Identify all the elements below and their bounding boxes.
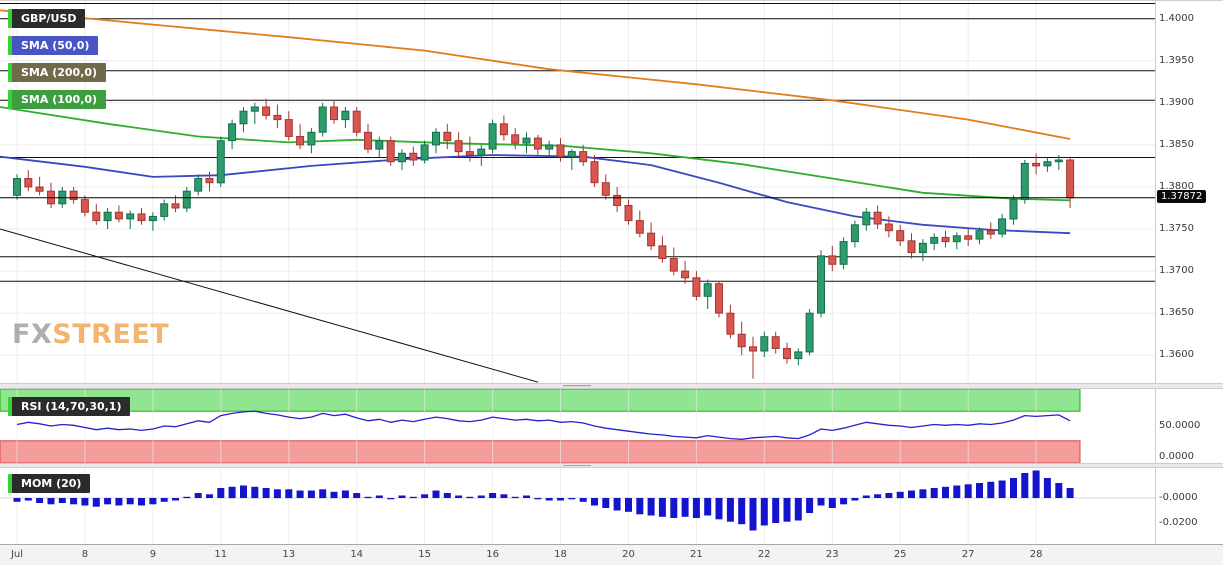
time-tick: 23	[825, 549, 839, 560]
time-tick: Jul	[10, 549, 24, 560]
momentum-plot-area[interactable]: MOM (20)	[0, 468, 1155, 544]
price-tick: 1.3900	[1159, 96, 1194, 108]
legend-mom-label: MOM (20)	[21, 477, 82, 490]
time-tick: 28	[1029, 549, 1043, 560]
main-plot-area[interactable]: GBP/USD SMA (50,0) SMA (200,0) SMA (100,…	[0, 1, 1155, 383]
divider-grip-icon[interactable]	[563, 385, 591, 387]
legend-sma200-label: SMA (200,0)	[21, 66, 98, 79]
time-tick: 27	[961, 549, 975, 560]
price-tick: 1.3750	[1159, 223, 1194, 235]
time-tick: 22	[757, 549, 771, 560]
legend-rsi-label: RSI (14,70,30,1)	[21, 400, 122, 413]
price-tick: 1.3950	[1159, 54, 1194, 66]
price-tick: 1.3700	[1159, 265, 1194, 277]
rsi-tick: 0.0000	[1159, 451, 1194, 462]
legend-sma50[interactable]: SMA (50,0)	[8, 36, 99, 55]
time-tick: 8	[81, 549, 89, 560]
watermark-street: STREET	[52, 319, 170, 350]
time-tick: 15	[418, 549, 431, 560]
time-tick: 9	[149, 549, 157, 560]
last-price-label: 1.37872	[1157, 189, 1207, 203]
panel-divider-rsi-mom[interactable]	[0, 463, 1223, 468]
momentum-panel: MOM (20) -0.0000 -0.0200	[0, 468, 1223, 544]
rsi-plot-area[interactable]: RSI (14,70,30,1)	[0, 389, 1155, 463]
price-tick: 1.3650	[1159, 307, 1194, 319]
time-tick: 21	[690, 549, 703, 560]
price-tick: 1.3800	[1159, 180, 1194, 192]
main-chart-panel: GBP/USD SMA (50,0) SMA (200,0) SMA (100,…	[0, 1, 1223, 383]
price-tick: 1.3600	[1159, 349, 1194, 361]
time-tick: 16	[486, 549, 499, 560]
fxstreet-watermark: FXSTREET	[12, 319, 169, 350]
legend-rsi[interactable]: RSI (14,70,30,1)	[8, 397, 131, 416]
rsi-tick: 50.0000	[1159, 420, 1201, 431]
legend-sma100[interactable]: SMA (100,0)	[8, 90, 107, 109]
rsi-chart	[0, 389, 1081, 463]
watermark-fx: FX	[12, 319, 53, 350]
time-tick: 18	[554, 549, 567, 560]
time-tick: 11	[214, 549, 228, 560]
legend-symbol-label: GBP/USD	[21, 12, 77, 25]
momentum-tick: -0.0000	[1159, 492, 1198, 503]
momentum-tick: -0.0200	[1159, 517, 1198, 528]
divider-grip-icon[interactable]	[563, 465, 591, 466]
price-axis[interactable]: 1.37872 1.4000 1.3950 1.3900 1.3850 1.3800 1.…	[1155, 1, 1223, 383]
price-tick: 1.4000	[1159, 12, 1194, 24]
rsi-panel: RSI (14,70,30,1) 50.0000 0.0000	[0, 389, 1223, 463]
time-tick: 13	[282, 549, 296, 560]
candlestick-chart	[0, 1, 1155, 383]
time-axis[interactable]: Jul 8 9 11 13 14 15 16 18 20 21 22 23 25 27 28	[0, 544, 1223, 565]
momentum-axis[interactable]: -0.0000 -0.0200	[1155, 468, 1223, 544]
time-tick: 25	[893, 549, 907, 560]
legend-sma200[interactable]: SMA (200,0)	[8, 63, 107, 82]
rsi-axis[interactable]: 50.0000 0.0000	[1155, 389, 1223, 463]
legend-sma100-label: SMA (100,0)	[21, 93, 98, 106]
price-tick: 1.3850	[1159, 138, 1194, 150]
legend-sma50-label: SMA (50,0)	[21, 39, 90, 52]
momentum-chart	[0, 468, 1155, 544]
time-tick: 20	[622, 549, 635, 560]
time-tick: 14	[350, 549, 364, 560]
legend-symbol[interactable]: GBP/USD	[8, 9, 86, 28]
legend-mom[interactable]: MOM (20)	[8, 474, 91, 493]
